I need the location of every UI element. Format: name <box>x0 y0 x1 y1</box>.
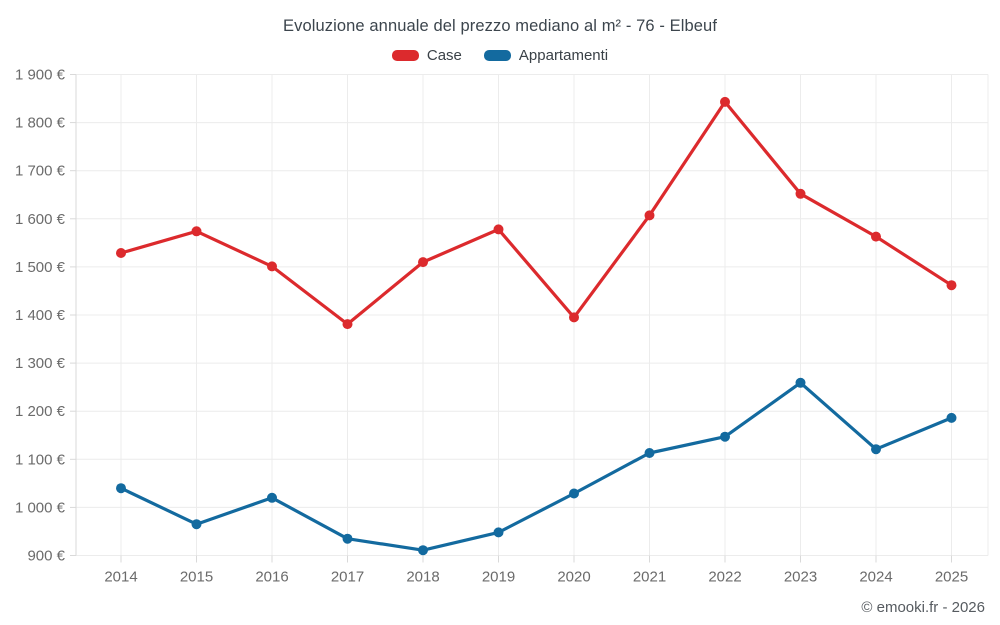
x-tick-label: 2025 <box>935 569 968 586</box>
appartamenti-point-2020[interactable] <box>569 488 579 499</box>
case-point-2015[interactable] <box>191 226 202 237</box>
case-point-2025[interactable] <box>946 280 957 291</box>
appartamenti-point-2016[interactable] <box>267 492 277 503</box>
chart-title: Evoluzione annuale del prezzo mediano al… <box>282 17 718 35</box>
appartamenti-line <box>119 381 954 552</box>
legend-item-case[interactable]: Case <box>391 47 462 64</box>
x-tick-label: 2019 <box>482 569 515 586</box>
y-tick-label: 1 400 € <box>15 307 66 324</box>
case-point-2017[interactable] <box>342 319 353 330</box>
x-tick-label: 2018 <box>406 569 439 586</box>
appartamenti-point-2019[interactable] <box>493 527 504 538</box>
x-tick-label: 2023 <box>784 569 817 586</box>
case-point-2014[interactable] <box>116 248 126 258</box>
x-tick-label: 2020 <box>557 569 590 586</box>
y-tick-label: 1 500 € <box>15 259 66 276</box>
y-tick-label: 1 300 € <box>15 355 66 372</box>
y-tick-label: 1 800 € <box>15 115 66 132</box>
x-tick-label: 2024 <box>859 569 892 586</box>
y-tick-label: 1 100 € <box>15 451 66 468</box>
x-tick-label: 2021 <box>633 569 666 586</box>
case-series-swatch-icon <box>391 50 419 61</box>
appartamenti-point-2024[interactable] <box>871 444 881 455</box>
x-tick-label: 2014 <box>104 569 137 586</box>
appartamenti-point-2025[interactable] <box>946 412 957 423</box>
appartamenti-point-2023[interactable] <box>795 377 806 388</box>
case-point-2019[interactable] <box>493 224 504 235</box>
appartamenti-point-2014[interactable] <box>116 483 126 494</box>
appartamenti-point-2022[interactable] <box>720 431 730 442</box>
y-tick-label: 1 200 € <box>15 403 66 420</box>
y-tick-label: 900 € <box>27 548 65 565</box>
case-point-2023[interactable] <box>795 188 806 199</box>
appartamenti-point-2021[interactable] <box>644 448 655 458</box>
case-point-2016[interactable] <box>267 261 277 272</box>
chart-legend: Case Appartamenti <box>0 47 1000 64</box>
y-tick-label: 1 900 € <box>15 67 66 84</box>
case-point-2020[interactable] <box>569 312 579 323</box>
y-tick-label: 1 000 € <box>15 499 66 516</box>
case-point-2024[interactable] <box>871 231 881 242</box>
case-point-2022[interactable] <box>720 96 730 107</box>
x-tick-label: 2015 <box>180 569 213 586</box>
legend-label-case: Case <box>426 47 462 64</box>
appartamenti-point-2017[interactable] <box>342 533 353 544</box>
legend-item-appartamenti[interactable]: Appartamenti <box>483 47 609 64</box>
x-tick-label: 2016 <box>255 569 288 586</box>
x-tick-label: 2022 <box>708 569 741 586</box>
legend-label-appartamenti: Appartamenti <box>518 47 609 64</box>
case-point-2018[interactable] <box>418 257 428 268</box>
appartamenti-point-2015[interactable] <box>191 519 202 530</box>
y-tick-label: 1 600 € <box>15 211 66 228</box>
case-point-2021[interactable] <box>644 210 655 221</box>
appartamenti-series-swatch-icon <box>483 50 511 61</box>
appartamenti-point-2018[interactable] <box>418 545 428 556</box>
y-tick-label: 1 700 € <box>15 163 66 180</box>
copyright-footer: © emooki.fr - 2026 <box>861 599 985 616</box>
x-tick-label: 2017 <box>331 569 364 586</box>
case-line <box>119 100 954 326</box>
